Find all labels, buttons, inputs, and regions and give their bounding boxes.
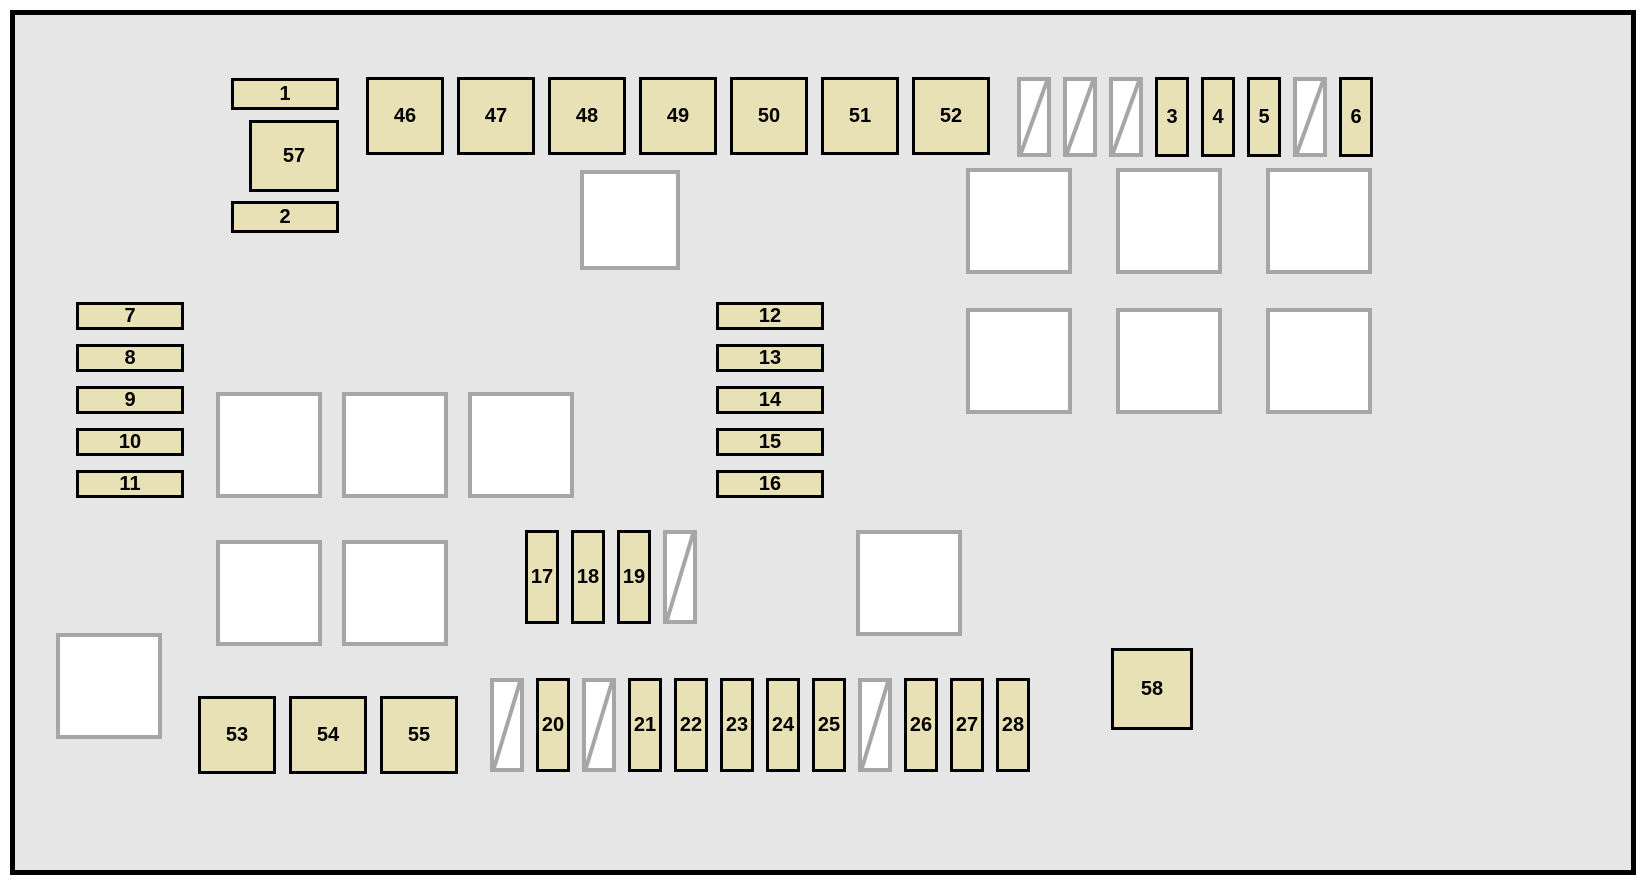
fuse-9: 9: [76, 386, 184, 414]
relay-slot: [216, 392, 322, 498]
fuse-48: 48: [548, 77, 626, 155]
fuse-1: 1: [231, 78, 339, 110]
fuse-26: 26: [904, 678, 938, 772]
fuse-4: 4: [1201, 77, 1235, 157]
fuse-27: 27: [950, 678, 984, 772]
fuse-22: 22: [674, 678, 708, 772]
fuse-10: 10: [76, 428, 184, 456]
fuse-49: 49: [639, 77, 717, 155]
empty-slot: [1293, 77, 1327, 157]
relay-slot: [966, 308, 1072, 414]
empty-slot: [858, 678, 892, 772]
fuse-51: 51: [821, 77, 899, 155]
fuse-50: 50: [730, 77, 808, 155]
fuse-28: 28: [996, 678, 1030, 772]
relay-slot: [856, 530, 962, 636]
fuse-13: 13: [716, 344, 824, 372]
relay-slot: [966, 168, 1072, 274]
fuse-23: 23: [720, 678, 754, 772]
relay-slot: [56, 633, 162, 739]
fuse-15: 15: [716, 428, 824, 456]
fuse-53: 53: [198, 696, 276, 774]
fuse-58: 58: [1111, 648, 1193, 730]
fuse-18: 18: [571, 530, 605, 624]
relay-slot: [1266, 308, 1372, 414]
relay-slot: [1116, 308, 1222, 414]
fuse-11: 11: [76, 470, 184, 498]
fuse-2: 2: [231, 201, 339, 233]
fuse-19: 19: [617, 530, 651, 624]
fuse-6: 6: [1339, 77, 1373, 157]
empty-slot: [582, 678, 616, 772]
relay-slot: [468, 392, 574, 498]
empty-slot: [1017, 77, 1051, 157]
fuse-16: 16: [716, 470, 824, 498]
fuse-7: 7: [76, 302, 184, 330]
empty-slot: [490, 678, 524, 772]
fuse-12: 12: [716, 302, 824, 330]
fuse-54: 54: [289, 696, 367, 774]
relay-slot: [1116, 168, 1222, 274]
fuse-17: 17: [525, 530, 559, 624]
fuse-14: 14: [716, 386, 824, 414]
relay-slot: [580, 170, 680, 270]
empty-slot: [1063, 77, 1097, 157]
fuse-8: 8: [76, 344, 184, 372]
empty-slot: [1109, 77, 1143, 157]
fuse-3: 3: [1155, 77, 1189, 157]
fuse-24: 24: [766, 678, 800, 772]
fuse-52: 52: [912, 77, 990, 155]
empty-slot: [663, 530, 697, 624]
fuse-21: 21: [628, 678, 662, 772]
fuse-20: 20: [536, 678, 570, 772]
fuse-55: 55: [380, 696, 458, 774]
fuse-46: 46: [366, 77, 444, 155]
relay-slot: [342, 540, 448, 646]
fuse-25: 25: [812, 678, 846, 772]
fuse-box-frame: 1 57 2 46474849505152 3456 7 8 9 10 11 12 13 14 15 16 1…: [0, 0, 1646, 885]
fuse-5: 5: [1247, 77, 1281, 157]
fuse-47: 47: [457, 77, 535, 155]
relay-slot: [1266, 168, 1372, 274]
fuse-57: 57: [249, 120, 339, 192]
relay-slot: [342, 392, 448, 498]
relay-slot: [216, 540, 322, 646]
